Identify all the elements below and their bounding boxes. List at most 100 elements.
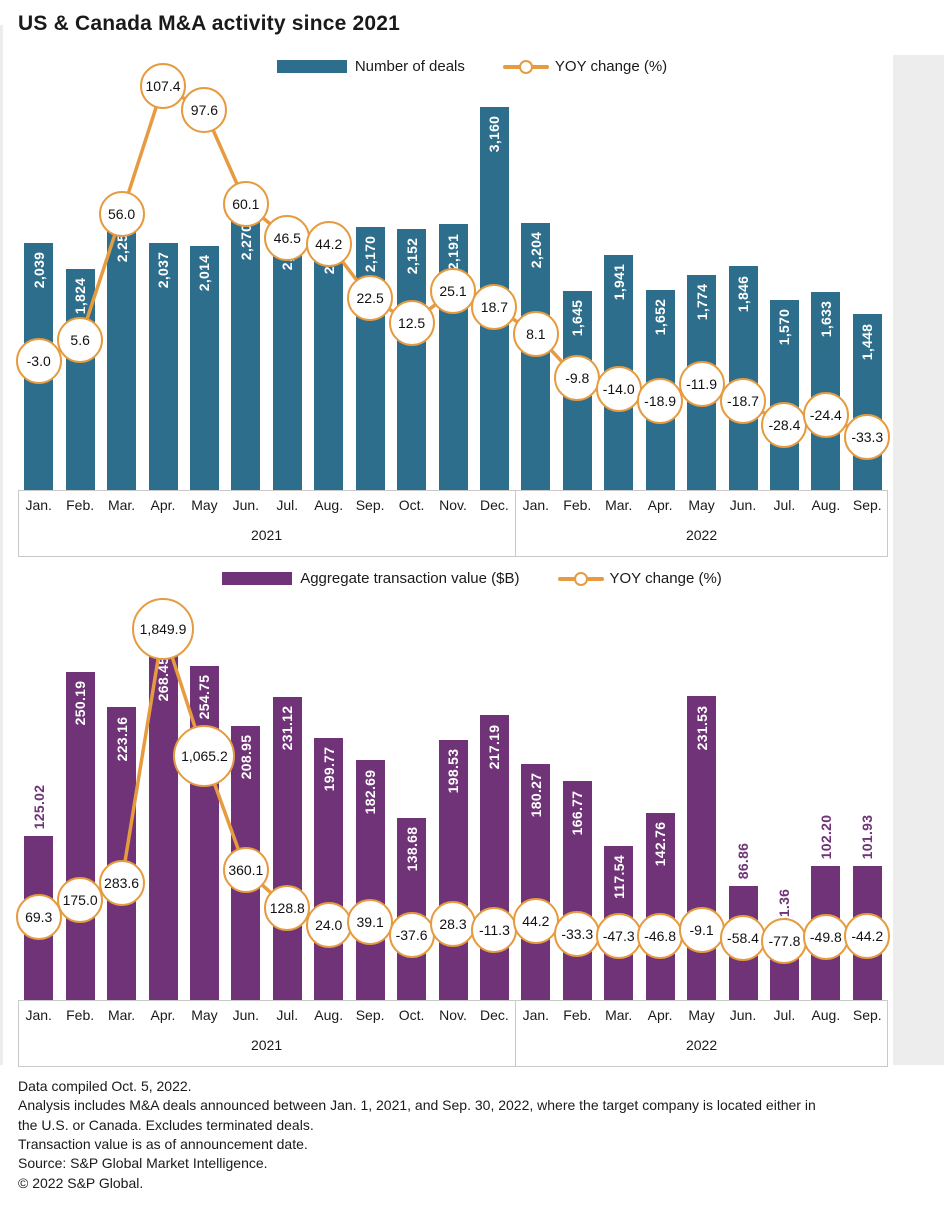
yoy-marker: 18.7 [471, 284, 518, 331]
yoy-marker: 12.5 [388, 299, 435, 346]
axis-month-label: Feb. [66, 1007, 95, 1023]
bar-value-label: 117.54 [610, 855, 627, 900]
bar-value-label: 2,014 [196, 254, 213, 292]
axis-month-label: Jan. [522, 497, 550, 513]
axis-month-label: May [191, 497, 218, 513]
axis-month-label: Aug. [811, 497, 841, 513]
axis-month-label: Apr. [647, 1007, 673, 1023]
left-edge-strip [0, 25, 3, 1065]
axis-month-label: Jan. [522, 1007, 550, 1023]
bar-value-label: 102.20 [817, 814, 834, 859]
bar-value-label: 2,039 [30, 251, 47, 289]
footnotes: Data compiled Oct. 5, 2022. Analysis inc… [18, 1077, 824, 1193]
axis-month-label: May [688, 497, 715, 513]
axis-month-label: Feb. [66, 497, 95, 513]
yoy-marker: -28.4 [761, 401, 808, 448]
axis-month-label: Mar. [107, 497, 136, 513]
yoy-line-swatch [557, 571, 604, 586]
axis-month-label: Apr. [150, 497, 176, 513]
yoy-marker: 128.8 [264, 884, 311, 931]
transaction_value-axis-box [18, 1000, 888, 1067]
yoy-marker: 60.1 [222, 181, 269, 227]
footnote-line: Source: S&P Global Market Intelligence. [18, 1155, 268, 1172]
yoy-marker: -46.8 [637, 913, 684, 959]
yoy-marker: 24.0 [305, 901, 352, 948]
yoy-marker: 360.1 [222, 847, 269, 894]
yoy-marker: 1,065.2 [173, 725, 236, 787]
axis-month-label: Sep. [852, 497, 882, 513]
transaction_value-year-divider [515, 1000, 517, 1067]
deals-bar-swatch [276, 59, 347, 73]
axis-month-label: Oct. [398, 1007, 425, 1023]
deals-legend-bar-item: Number of deals [276, 58, 465, 75]
axis-month-label: Dec. [480, 1007, 509, 1023]
axis-month-label: Jun. [729, 497, 757, 513]
yoy-marker: 46.5 [264, 214, 311, 261]
axis-month-label: Dec. [480, 497, 509, 513]
axis-month-label: Apr. [150, 1007, 176, 1023]
yoy-marker: -33.3 [554, 910, 601, 957]
yoy-marker: -58.4 [720, 914, 766, 961]
bar-value-label: 1,652 [652, 298, 669, 336]
footnote-line: Data compiled Oct. 5, 2022. [18, 1078, 192, 1094]
bar-value-label: 2,270 [237, 223, 254, 261]
footnote-line: Analysis includes M&A deals announced be… [18, 1097, 816, 1133]
axis-month-label: May [191, 1007, 218, 1023]
bar-value-label: 166.77 [569, 790, 586, 835]
value-bar-swatch [222, 571, 293, 585]
axis-month-label: Feb. [563, 497, 592, 513]
bar-value-label: 268.45 [155, 656, 171, 702]
yoy-marker: -44.2 [844, 912, 891, 959]
axis-month-label: May [688, 1007, 715, 1023]
bar-value-label: 3,160 [486, 116, 503, 153]
bar-value-label: 101.93 [859, 814, 876, 860]
axis-month-label: Aug. [314, 497, 344, 513]
axis-month-label: Mar. [107, 1007, 136, 1023]
yoy-marker: -49.8 [802, 913, 849, 960]
yoy-marker: 44.2 [512, 898, 559, 945]
yoy-marker: 25.1 [430, 268, 476, 315]
axis-year-label: 2022 [685, 527, 718, 543]
axis-month-label: Mar. [605, 497, 633, 513]
axis-month-label: Sep. [355, 497, 385, 513]
bar-value-label: 198.53 [445, 748, 461, 794]
axis-month-label: Jul. [276, 497, 299, 513]
bar-value-label: 2,152 [403, 238, 420, 275]
bar-value-label: 217.19 [486, 724, 503, 769]
yoy-marker: -14.0 [595, 365, 642, 412]
bar-value-label: 1,774 [693, 284, 710, 321]
value-legend-line-label: YOY change (%) [609, 569, 722, 587]
value-legend-line-item: YOY change (%) [557, 569, 722, 587]
axis-month-label: Jun. [232, 497, 260, 513]
deals-legend: Number of deals YOY change (%) [0, 53, 944, 79]
bar-value-label: 2,191 [445, 233, 461, 271]
yoy-marker: -11.9 [678, 360, 725, 407]
bar-value-label: 1,570 [776, 308, 793, 346]
bar-value-label: 1,824 [72, 277, 89, 315]
yoy-marker: 5.6 [57, 316, 104, 363]
yoy-marker: 22.5 [347, 274, 394, 321]
axis-month-label: Sep. [355, 1007, 385, 1023]
footnote-line: Transaction value is as of announcement … [18, 1135, 308, 1152]
axis-month-label: Jan. [25, 497, 52, 513]
bar-value-label: 223.16 [113, 716, 130, 761]
bar-value-label: 142.76 [652, 821, 669, 867]
deals-year-divider [515, 490, 517, 557]
bar-value-label: 138.68 [403, 827, 420, 872]
yoy-marker: 1,849.9 [132, 598, 194, 660]
yoy-marker: 69.3 [15, 894, 62, 941]
yoy-marker: -18.9 [637, 378, 684, 424]
yoy-marker: -24.4 [802, 391, 849, 438]
page-title: US & Canada M&A activity since 2021 [18, 12, 401, 35]
bar-value-label: 231.53 [693, 705, 710, 751]
yoy-marker: 28.3 [430, 900, 476, 947]
axis-month-label: Oct. [398, 497, 425, 513]
footnote-line: © 2022 S&P Global. [18, 1174, 144, 1191]
yoy-line-swatch [502, 59, 549, 74]
bar-value-label: 2,170 [362, 236, 379, 273]
yoy-marker: -47.3 [595, 913, 642, 960]
bar-value-label: 1,941 [610, 263, 627, 301]
axis-year-label: 2021 [250, 527, 283, 543]
bar-value-label: 199.77 [320, 747, 337, 792]
